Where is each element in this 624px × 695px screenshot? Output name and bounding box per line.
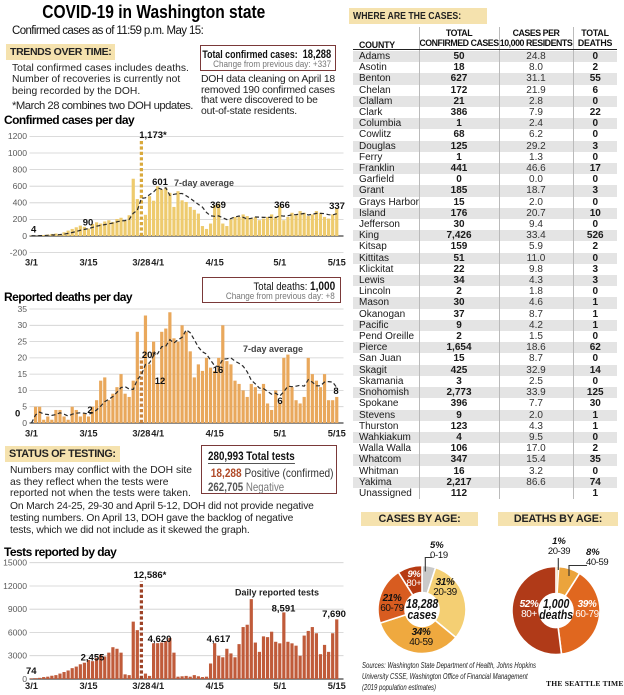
svg-text:5/15: 5/15 xyxy=(328,258,346,268)
svg-text:3/1: 3/1 xyxy=(25,429,38,439)
svg-text:8: 8 xyxy=(333,386,338,397)
svg-text:800: 800 xyxy=(13,164,28,174)
svg-text:20: 20 xyxy=(17,353,27,363)
svg-text:601: 601 xyxy=(152,177,169,188)
svg-text:366: 366 xyxy=(274,200,290,211)
svg-text:4/1: 4/1 xyxy=(151,681,164,691)
svg-text:9000: 9000 xyxy=(8,604,27,614)
svg-text:5/1: 5/1 xyxy=(273,681,286,691)
svg-text:20*: 20* xyxy=(142,350,157,361)
svg-text:5/1: 5/1 xyxy=(273,258,286,268)
svg-text:4,620: 4,620 xyxy=(148,634,172,645)
svg-text:3/28: 3/28 xyxy=(132,258,150,268)
svg-text:0: 0 xyxy=(22,418,27,428)
svg-text:90: 90 xyxy=(83,218,94,229)
svg-text:-200: -200 xyxy=(10,247,27,257)
svg-text:3000: 3000 xyxy=(8,651,27,661)
svg-text:Daily reported tests: Daily reported tests xyxy=(235,588,319,598)
svg-text:3/15: 3/15 xyxy=(79,681,97,691)
svg-text:3/15: 3/15 xyxy=(79,258,97,268)
svg-text:5/15: 5/15 xyxy=(328,429,346,439)
svg-text:0: 0 xyxy=(15,409,20,420)
svg-text:5/15: 5/15 xyxy=(328,681,346,691)
svg-text:6: 6 xyxy=(277,396,282,407)
svg-text:12000: 12000 xyxy=(3,581,27,591)
svg-text:337: 337 xyxy=(329,201,345,212)
svg-text:15000: 15000 xyxy=(3,558,27,568)
svg-text:7,690: 7,690 xyxy=(322,609,346,620)
svg-text:12: 12 xyxy=(155,376,166,387)
svg-text:600: 600 xyxy=(13,181,28,191)
svg-text:0: 0 xyxy=(22,231,27,241)
svg-text:1000: 1000 xyxy=(8,148,27,158)
svg-text:16: 16 xyxy=(213,365,224,376)
svg-text:1200: 1200 xyxy=(8,131,27,141)
svg-text:10: 10 xyxy=(17,385,27,395)
svg-text:7-day average: 7-day average xyxy=(174,178,234,188)
svg-text:200: 200 xyxy=(13,214,28,224)
svg-text:6000: 6000 xyxy=(8,627,27,637)
svg-text:4/15: 4/15 xyxy=(206,429,224,439)
svg-text:5/1: 5/1 xyxy=(273,429,286,439)
svg-text:3/1: 3/1 xyxy=(25,681,38,691)
svg-text:3/1: 3/1 xyxy=(25,258,38,268)
svg-text:7-day average: 7-day average xyxy=(243,344,303,354)
svg-text:4/1: 4/1 xyxy=(151,258,164,268)
svg-text:2,455: 2,455 xyxy=(81,653,105,664)
svg-text:15: 15 xyxy=(17,369,27,379)
svg-text:400: 400 xyxy=(13,198,28,208)
svg-text:5: 5 xyxy=(22,402,27,412)
svg-text:4/15: 4/15 xyxy=(206,258,224,268)
svg-text:35: 35 xyxy=(17,305,27,314)
svg-text:3/15: 3/15 xyxy=(79,429,97,439)
svg-text:4/15: 4/15 xyxy=(206,681,224,691)
svg-text:74: 74 xyxy=(26,666,37,677)
svg-text:4/1: 4/1 xyxy=(151,429,164,439)
svg-text:8,591: 8,591 xyxy=(272,604,296,615)
svg-text:12,586*: 12,586* xyxy=(134,570,167,581)
svg-text:30: 30 xyxy=(17,320,27,330)
svg-text:25: 25 xyxy=(17,336,27,346)
svg-text:0: 0 xyxy=(22,674,27,684)
svg-text:369: 369 xyxy=(210,200,226,211)
svg-text:1,173*: 1,173* xyxy=(139,130,167,141)
svg-text:4: 4 xyxy=(31,225,37,236)
svg-text:3/28: 3/28 xyxy=(132,681,150,691)
svg-text:3/28: 3/28 xyxy=(132,429,150,439)
svg-text:2: 2 xyxy=(87,405,92,416)
svg-text:4,617: 4,617 xyxy=(207,634,231,645)
